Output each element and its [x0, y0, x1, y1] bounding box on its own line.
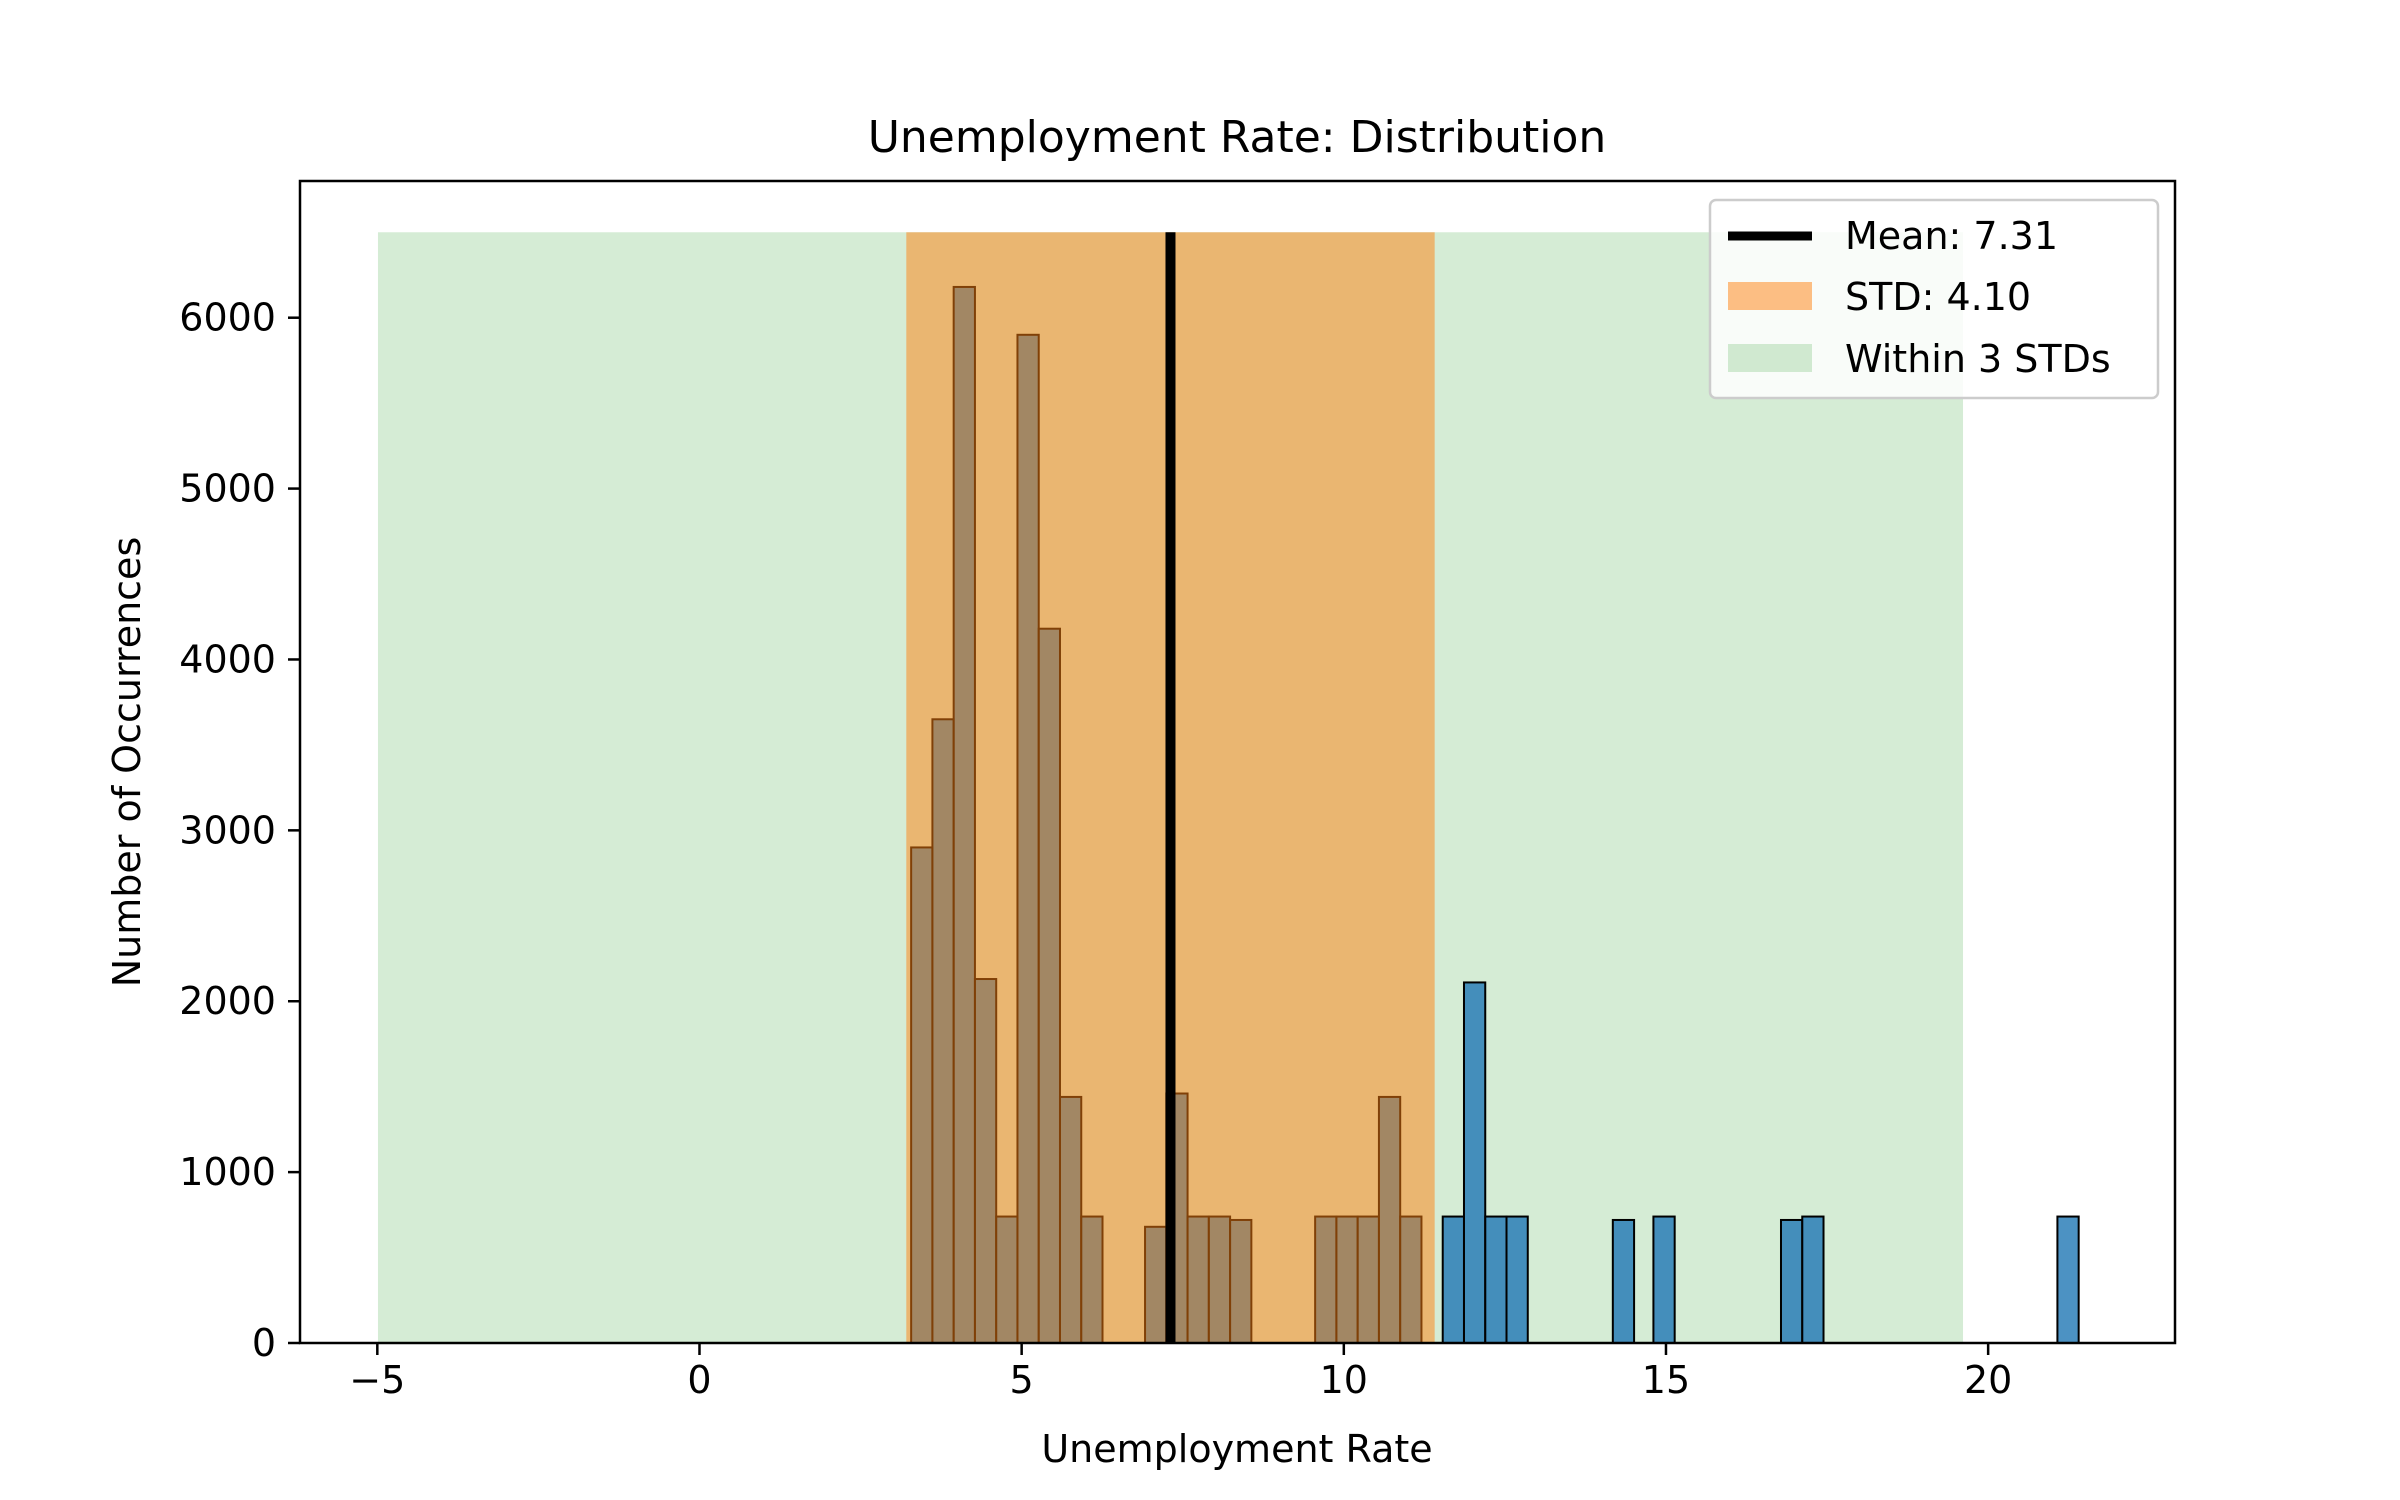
y-axis-label: Number of Occurrences [105, 537, 149, 988]
legend-std-label: STD: 4.10 [1845, 275, 2031, 319]
histogram-bar [1652, 1215, 1676, 1345]
histogram-bar [1462, 981, 1487, 1344]
x-tick-label: 15 [1642, 1358, 1690, 1402]
legend-mean-label: Mean: 7.31 [1845, 214, 2058, 258]
x-tick-label: 0 [687, 1358, 711, 1402]
plot-area [377, 232, 2080, 1345]
x-tick-label: −5 [349, 1358, 405, 1402]
y-axis: 0 1000 2000 3000 4000 5000 6000 [179, 296, 300, 1365]
histogram-bar [1484, 1215, 1508, 1345]
histogram-bar [1441, 1215, 1465, 1345]
histogram-bar [1779, 1218, 1804, 1345]
chart-title: Unemployment Rate: Distribution [868, 112, 1607, 163]
histogram-bar [1611, 1218, 1636, 1345]
axes-frame [298, 179, 2177, 1345]
y-tick-label: 4000 [179, 637, 276, 681]
y-tick-label: 2000 [179, 979, 276, 1023]
x-tick-label: 5 [1010, 1358, 1034, 1402]
legend-3std-swatch [1728, 344, 1812, 372]
legend-std-swatch [1728, 282, 1812, 310]
legend-3std-label: Within 3 STDs [1845, 337, 2111, 381]
x-axis-label: Unemployment Rate [1041, 1427, 1432, 1471]
y-tick-label: 3000 [179, 808, 276, 852]
histogram-bar [1505, 1215, 1529, 1345]
histogram-bar [1801, 1215, 1825, 1345]
y-tick-label: 5000 [179, 467, 276, 511]
x-axis: −5 0 5 10 15 20 [349, 1343, 2012, 1402]
y-tick-label: 0 [252, 1321, 276, 1365]
legend-box [1708, 198, 2160, 400]
legend: Mean: 7.31 STD: 4.10 Within 3 STDs [1708, 198, 2160, 400]
histogram-bar [2056, 1215, 2080, 1345]
y-tick-label: 1000 [179, 1150, 276, 1194]
y-tick-label: 6000 [179, 296, 276, 340]
x-tick-label: 10 [1320, 1358, 1368, 1402]
x-tick-label: 20 [1964, 1358, 2012, 1402]
